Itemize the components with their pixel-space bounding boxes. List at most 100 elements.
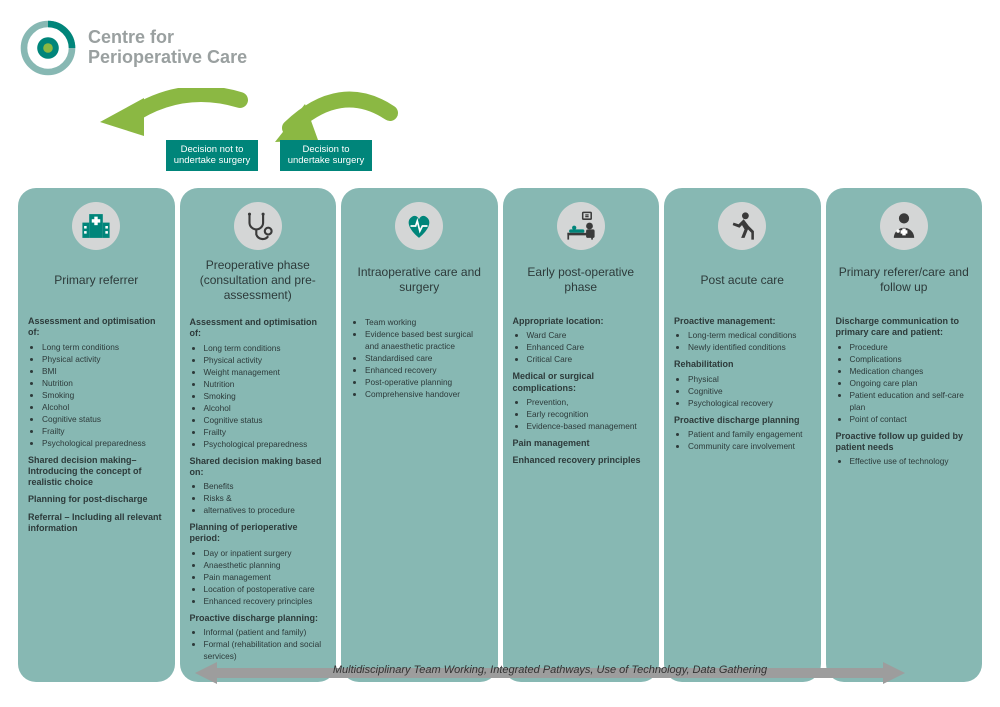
list-item: Anaesthetic planning — [204, 559, 327, 571]
list-item: Risks & — [204, 492, 327, 504]
list-item: Physical — [688, 373, 811, 385]
section-heading: Pain management — [513, 438, 650, 449]
list-item: Psychological preparedness — [204, 438, 327, 450]
list-item: Early recognition — [527, 408, 650, 420]
list-item: Physical activity — [204, 354, 327, 366]
list-item: Physical activity — [42, 353, 165, 365]
runner-icon — [718, 202, 766, 250]
list-item: Evidence based best surgical and anaesth… — [365, 328, 488, 352]
column-title: Intraoperative care and surgery — [351, 258, 488, 302]
list-item: Enhanced recovery — [365, 364, 488, 376]
section-heading: Proactive management: — [674, 316, 811, 327]
list-item: BMI — [42, 365, 165, 377]
doctor-icon — [880, 202, 928, 250]
section-list: ProcedureComplicationsMedication changes… — [836, 341, 973, 425]
phase-column-1: Preoperative phase (consultation and pre… — [180, 188, 337, 682]
bottom-arrow: Multidisciplinary Team Working, Integrat… — [195, 662, 905, 684]
section-heading: Planning of perioperative period: — [190, 522, 327, 545]
decision-yes-label: Decision to undertake surgery — [280, 140, 372, 171]
list-item: Medication changes — [850, 365, 973, 377]
phase-column-0: Primary referrer Assessment and optimisat… — [18, 188, 175, 682]
phase-column-2: Intraoperative care and surgeryTeam work… — [341, 188, 498, 682]
section-heading: Referral – Including all relevant inform… — [28, 512, 165, 535]
list-item: Informal (patient and family) — [204, 626, 327, 638]
logo-line2: Perioperative Care — [88, 48, 247, 68]
list-item: Long term conditions — [204, 342, 327, 354]
list-item: Psychological preparedness — [42, 437, 165, 449]
list-item: Comprehensive handover — [365, 388, 488, 400]
column-title: Primary referrer — [28, 258, 165, 302]
list-item: Enhanced recovery principles — [204, 595, 327, 607]
logo-text: Centre for Perioperative Care — [88, 28, 247, 68]
decision-not-label: Decision not to undertake surgery — [166, 140, 258, 171]
section-heading: Rehabilitation — [674, 359, 811, 370]
section-heading: Planning for post-discharge — [28, 494, 165, 505]
section-list: Long term conditionsPhysical activityWei… — [190, 342, 327, 450]
section-heading: Shared decision making– Introducing the … — [28, 455, 165, 489]
section-heading: Proactive discharge planning — [674, 415, 811, 426]
section-list: Ward CareEnhanced CareCritical Care — [513, 329, 650, 365]
section-heading: Enhanced recovery principles — [513, 455, 650, 466]
column-title: Preoperative phase (consultation and pre… — [190, 258, 327, 303]
section-heading: Proactive follow up guided by patient ne… — [836, 431, 973, 454]
phase-column-5: Primary referer/care and follow up Discha… — [826, 188, 983, 682]
list-item: Standardised care — [365, 352, 488, 364]
column-title: Post acute care — [674, 258, 811, 302]
list-item: Alcohol — [204, 402, 327, 414]
list-item: Weight management — [204, 366, 327, 378]
list-item: Long term conditions — [42, 341, 165, 353]
list-item: Cognitive status — [42, 413, 165, 425]
list-item: Frailty — [204, 426, 327, 438]
section-list: Long-term medical conditionsNewly identi… — [674, 329, 811, 353]
list-item: Point of contact — [850, 413, 973, 425]
list-item: Patient and family engagement — [688, 428, 811, 440]
section-heading: Shared decision making based on: — [190, 456, 327, 479]
list-item: Critical Care — [527, 353, 650, 365]
logo-line1: Centre for — [88, 28, 247, 48]
section-list: Effective use of technology — [836, 455, 973, 467]
section-list: PhysicalCognitivePsychological recovery — [674, 373, 811, 409]
list-item: Effective use of technology — [850, 455, 973, 467]
list-item: Pain management — [204, 571, 327, 583]
list-item: Cognitive — [688, 385, 811, 397]
decision-arrows: Decision not to undertake surgery Decisi… — [70, 88, 400, 178]
logo-area: Centre for Perioperative Care — [18, 18, 247, 78]
section-heading: Assessment and optimisation of: — [28, 316, 165, 339]
column-title: Early post-operative phase — [513, 258, 650, 302]
column-title: Primary referer/care and follow up — [836, 258, 973, 302]
list-item: Smoking — [42, 389, 165, 401]
bottom-arrow-text: Multidisciplinary Team Working, Integrat… — [195, 664, 905, 676]
list-item: Post-operative planning — [365, 376, 488, 388]
list-item: Nutrition — [42, 377, 165, 389]
section-heading: Assessment and optimisation of: — [190, 317, 327, 340]
section-list: Day or inpatient surgeryAnaesthetic plan… — [190, 547, 327, 607]
phase-columns: Primary referrer Assessment and optimisat… — [18, 188, 982, 682]
list-item: Prevention, — [527, 396, 650, 408]
section-heading: Appropriate location: — [513, 316, 650, 327]
list-item: Cognitive status — [204, 414, 327, 426]
list-item: alternatives to procedure — [204, 504, 327, 516]
section-heading: Discharge communication to primary care … — [836, 316, 973, 339]
list-item: Long-term medical conditions — [688, 329, 811, 341]
phase-column-3: Early post-operative phase Appropriate lo… — [503, 188, 660, 682]
list-item: Patient education and self-care plan — [850, 389, 973, 413]
list-item: Smoking — [204, 390, 327, 402]
list-item: Frailty — [42, 425, 165, 437]
section-list: Patient and family engagementCommunity c… — [674, 428, 811, 452]
list-item: Psychological recovery — [688, 397, 811, 409]
heart-icon — [395, 202, 443, 250]
section-list: Informal (patient and family)Formal (reh… — [190, 626, 327, 662]
list-item: Benefits — [204, 480, 327, 492]
section-heading: Medical or surgical complications: — [513, 371, 650, 394]
bed-icon — [557, 202, 605, 250]
hospital-icon — [72, 202, 120, 250]
section-list: Long term conditionsPhysical activityBMI… — [28, 341, 165, 449]
stethoscope-icon — [234, 202, 282, 250]
section-list: BenefitsRisks &alternatives to procedure — [190, 480, 327, 516]
list-item: Ward Care — [527, 329, 650, 341]
list-item: Enhanced Care — [527, 341, 650, 353]
list-item: Day or inpatient surgery — [204, 547, 327, 559]
section-heading: Proactive discharge planning: — [190, 613, 327, 624]
list-item: Formal (rehabilitation and social servic… — [204, 638, 327, 662]
list-item: Newly identified conditions — [688, 341, 811, 353]
